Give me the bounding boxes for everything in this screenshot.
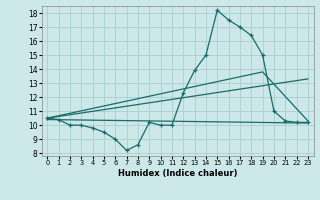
X-axis label: Humidex (Indice chaleur): Humidex (Indice chaleur) [118,169,237,178]
